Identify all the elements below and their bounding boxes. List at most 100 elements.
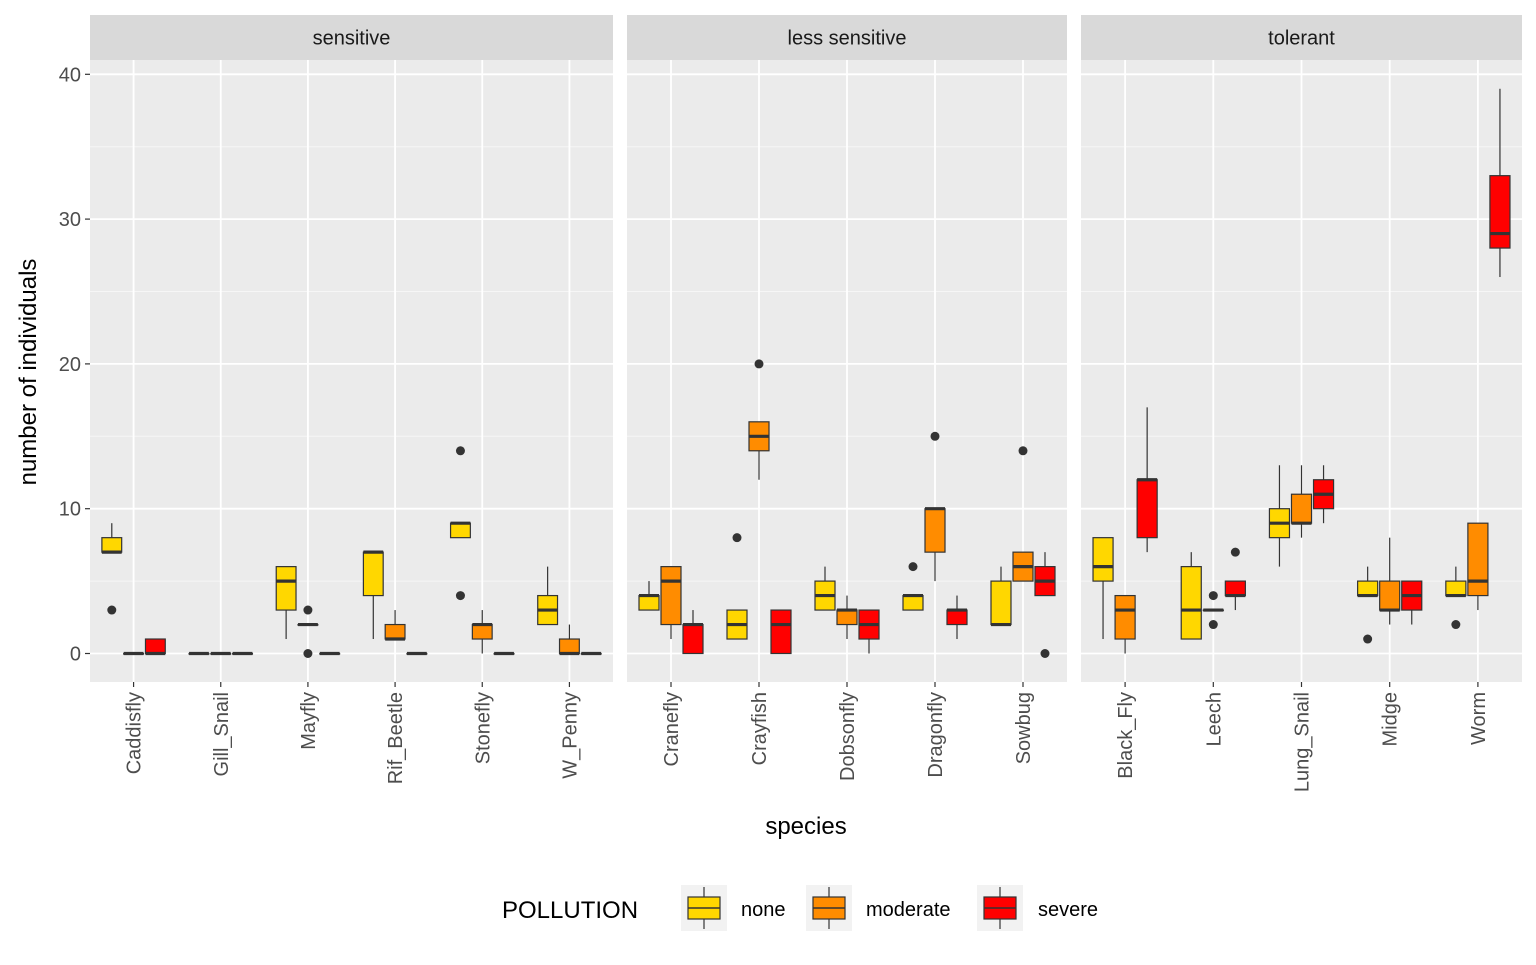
legend-entry-moderate: moderate [806, 885, 951, 931]
x-tick-label: Rif_Beetle [385, 692, 407, 784]
box-body [1467, 522, 1489, 597]
box-Dragonfly-moderate [924, 431, 946, 582]
box-Mayfly-none [275, 566, 297, 640]
box-Lung_Snail-severe [1312, 465, 1335, 524]
category-Worm: Worm [1445, 88, 1511, 745]
facet-strip-label: tolerant [1268, 28, 1335, 50]
facet-strip-label: less sensitive [788, 28, 907, 50]
box-body [558, 638, 580, 655]
box-body [1224, 580, 1246, 597]
facet-strip [90, 15, 613, 60]
legend-entry-label: severe [1038, 899, 1098, 921]
outlier-point [754, 359, 764, 369]
box-body [1114, 594, 1136, 640]
box-Stonefly-none [449, 446, 471, 601]
x-tick-label: Midge [1380, 692, 1402, 746]
box-body [946, 609, 968, 626]
y-tick-label: 40 [59, 64, 81, 86]
y-tick-label: 30 [59, 209, 81, 231]
box-Worm-moderate [1467, 522, 1489, 611]
facet-strip [627, 15, 1067, 60]
box-Mayfly-moderate [297, 605, 319, 658]
category-Caddisfly: Caddisfly [101, 523, 166, 774]
x-tick-label: W_Penny [559, 692, 581, 779]
box-W_Penny-severe [580, 651, 602, 656]
category-Gill_Snail: Gill_Snail [188, 651, 254, 776]
box-body [144, 638, 166, 655]
facet-strip-label: sensitive [313, 28, 391, 50]
outlier-point [1451, 620, 1461, 630]
y-tick-label: 20 [59, 354, 81, 376]
box-body [471, 623, 493, 640]
box-Gill_Snail-severe [232, 651, 254, 656]
box-Sowbug-moderate [1012, 446, 1034, 582]
panel-tolerant: tolerant Black_Fly Leech Lung_Snail Midge Wor… [1081, 15, 1522, 792]
box-body [902, 594, 924, 611]
outlier-point [930, 431, 940, 441]
x-tick-label: Caddisfly [124, 692, 146, 774]
outlier-point [455, 446, 465, 456]
box-Crayfish-severe [770, 609, 792, 655]
category-Sowbug: Sowbug [990, 446, 1056, 764]
box-Dobsonfly-severe [858, 609, 880, 654]
box-W_Penny-none [537, 566, 559, 626]
box-body [924, 508, 946, 553]
outlier-point [1018, 446, 1028, 456]
x-tick-label: Sowbug [1013, 692, 1035, 764]
panel-less-sensitive: less sensitive Cranefly Crayfish Dobsonfly D… [627, 15, 1067, 781]
outlier-point [1040, 649, 1050, 658]
panel-background [90, 60, 613, 682]
outlier-point [1208, 591, 1218, 601]
box-Midge-moderate [1379, 537, 1401, 625]
box-body [660, 566, 682, 626]
box-Caddisfly-moderate [123, 651, 145, 656]
box-body [1290, 493, 1313, 524]
box-body [1357, 580, 1379, 597]
x-tick-label: Leech [1203, 692, 1225, 747]
box-Worm-severe [1489, 88, 1511, 278]
legend-entry-label: moderate [866, 899, 951, 921]
box-body [638, 594, 660, 611]
x-tick-label: Stonefly [472, 692, 494, 764]
box-body [1136, 479, 1158, 539]
box-Midge-none [1357, 566, 1379, 644]
box-Stonefly-severe [493, 651, 515, 656]
y-tick-label: 0 [70, 644, 81, 666]
box-Rif_Beetle-none [362, 550, 384, 640]
y-axis: 0 10 20 30 40 [59, 64, 90, 666]
box-body [449, 522, 471, 539]
category-Midge: Midge [1357, 537, 1423, 746]
box-Rif_Beetle-severe [406, 651, 428, 656]
x-tick-label: Gill_Snail [211, 692, 233, 776]
box-Midge-severe [1401, 580, 1423, 625]
outlier-point [908, 562, 918, 572]
legend-entry-label: none [741, 899, 786, 921]
legend-entry-severe: severe [977, 885, 1098, 931]
box-Lung_Snail-moderate [1290, 465, 1313, 538]
x-tick-label: Cranefly [661, 692, 683, 766]
x-tick-label: Dobsonfly [837, 692, 859, 781]
outlier-point [1230, 547, 1240, 557]
box-Black_Fly-severe [1136, 407, 1158, 553]
outlier-point [303, 605, 313, 615]
box-Dobsonfly-moderate [836, 595, 858, 640]
box-Rif_Beetle-moderate [384, 610, 406, 641]
box-body [1379, 580, 1401, 611]
box-Cranefly-moderate [660, 566, 682, 640]
outlier-point [455, 591, 465, 601]
box-body [384, 623, 406, 640]
legend-title: POLLUTION [502, 897, 638, 924]
box-Gill_Snail-moderate [210, 651, 232, 656]
category-Stonefly: Stonefly [449, 446, 515, 764]
box-body [101, 537, 123, 553]
x-tick-label: Black_Fly [1115, 692, 1137, 779]
box-Gill_Snail-none [188, 651, 210, 656]
box-body [1489, 175, 1511, 249]
outlier-point [732, 533, 742, 543]
box-body [682, 623, 704, 655]
box-Cranefly-severe [682, 610, 704, 655]
box-body [770, 609, 792, 655]
box-Dobsonfly-none [814, 566, 836, 611]
category-Dragonfly: Dragonfly [902, 431, 968, 778]
